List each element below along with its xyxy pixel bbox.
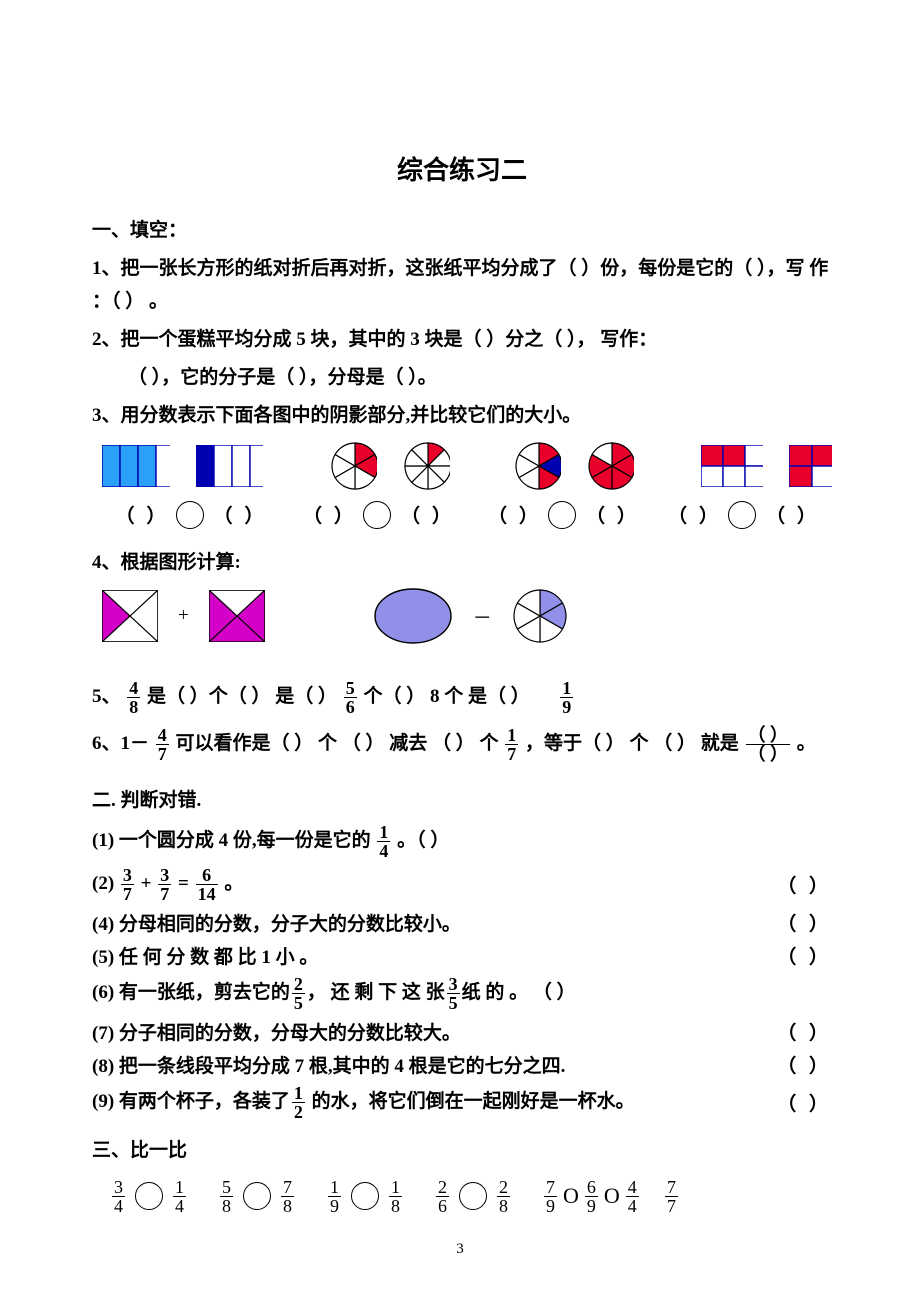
q6: 6、1－ 47 可以看作是（ ） 个 （ ） 减去 （ ） 个 17 ，等于（ …: [92, 726, 832, 763]
q3-grid1: [701, 445, 763, 487]
tf-item: (4) 分母相同的分数，分子大的分数比较小。（ ）: [92, 909, 832, 936]
q3-rect1: [102, 445, 170, 487]
q4-sqA: [102, 590, 158, 642]
q4-sqB: [209, 590, 265, 642]
q6-pre: 6、1－: [92, 733, 149, 754]
rp: ）: [146, 501, 165, 528]
tf-item: (5) 任 何 分 数 都 比 1 小 。（ ）: [92, 942, 832, 969]
tf-item: (2) 37 + 37 = 614 。（ ）: [92, 866, 832, 903]
compare-circle: [176, 501, 204, 529]
tf-item: (8) 把一条线段平均分成 7 根,其中的 4 根是它的七分之四.（ ）: [92, 1051, 832, 1078]
q6-frac1: 47: [156, 726, 169, 763]
rp: ）: [617, 501, 636, 528]
page: 综合练习二 一、填空： 1、把一张长方形的纸对折后再对折，这张纸平均分成了（ ）…: [0, 0, 920, 1215]
q3-pie1: [330, 441, 377, 491]
q1: 1、把一张长方形的纸对折后再对折，这张纸平均分成了（ ）份，每份是它的（ ），写…: [92, 253, 832, 318]
compare-item: 3414: [110, 1178, 188, 1215]
compare-circle: [548, 501, 576, 529]
q2a: 2、把一个蛋糕平均分成 5 块，其中的 3 块是（ ）分之（ ）， 写作：: [92, 324, 832, 356]
q3-pie4: [587, 441, 634, 491]
q5-t2: 个（ ） 8 个 是（ ）: [364, 686, 530, 707]
section2-heading: 二. 判断对错.: [92, 785, 832, 817]
lp: （: [115, 501, 134, 528]
compare-item: 2628: [434, 1178, 512, 1215]
q4: 4、根据图形计算:: [92, 547, 832, 579]
q4-ellipse: [373, 587, 453, 645]
page-title: 综合练习二: [92, 150, 832, 187]
q5-t1: 是（ ）个（ ） 是（ ）: [147, 686, 337, 707]
rp: ）: [245, 501, 264, 528]
page-number: 3: [0, 1241, 920, 1258]
lp: （: [766, 501, 785, 528]
q5-pre: 5、: [92, 686, 121, 707]
q5: 5、 48 是（ ）个（ ） 是（ ） 56 个（ ） 8 个 是（ ） 19: [92, 679, 832, 716]
rp: ）: [334, 501, 353, 528]
q3-pie3: [514, 441, 561, 491]
lp: （: [401, 501, 420, 528]
rp: ）: [797, 501, 816, 528]
minus-op: －: [473, 603, 492, 630]
lp: （: [303, 501, 322, 528]
q3: 3、用分数表示下面各图中的阴影部分,并比较它们的大小。: [92, 400, 832, 432]
lp: （: [586, 501, 605, 528]
compare-tail: 79 O69 O44 77: [542, 1178, 680, 1215]
tf-item: (7) 分子相同的分数，分母大的分数比较大。（ ）: [92, 1018, 832, 1045]
q6-frac2: 17: [505, 726, 518, 763]
q4-pieB: [512, 588, 568, 644]
q6-t2: ，等于（ ） 个 （ ） 就是: [525, 733, 744, 754]
q6-t3: 。: [797, 733, 816, 754]
lp: （: [668, 501, 687, 528]
q3-rect2: [196, 445, 264, 487]
lp: （: [214, 501, 233, 528]
tf-item: (6) 有一张纸，剪去它的25， 还 剩 下 这 张35纸 的 。 （ ）: [92, 975, 832, 1012]
tf-item: (1) 一个圆分成 4 份,每一份是它的 14 。（ ）: [92, 823, 832, 860]
q3-answers: （ ） （ ） （ ） （ ） （ ） （ ） （ ） （ ）: [102, 501, 832, 529]
compare-item: 5878: [218, 1178, 296, 1215]
rp: ）: [519, 501, 538, 528]
compare-circle: [728, 501, 756, 529]
compare-circle: [363, 501, 391, 529]
rp: ）: [699, 501, 718, 528]
section3-heading: 三、比一比: [92, 1135, 832, 1167]
q3-figures: [102, 441, 832, 491]
q6-frac3: （ ）（ ）: [746, 726, 791, 763]
q5-frac2: 56: [344, 679, 357, 716]
compare-item: 1918: [326, 1178, 404, 1215]
compare-row: 3414 5878 1918 2628 79 O69 O44 77: [110, 1178, 832, 1215]
q5-frac3: 19: [560, 679, 573, 716]
plus-op: +: [178, 605, 189, 627]
q5-frac1: 48: [127, 679, 140, 716]
q6-t1: 可以看作是（ ） 个 （ ） 减去 （ ） 个: [176, 733, 499, 754]
section1-heading: 一、填空：: [92, 215, 832, 247]
truefalse-list: (1) 一个圆分成 4 份,每一份是它的 14 。（ ） (2) 37 + 37 …: [92, 823, 832, 1121]
q3-pie2: [403, 441, 450, 491]
rp: ）: [432, 501, 451, 528]
tf-item: (9) 有两个杯子，各装了12 的水，将它们倒在一起刚好是一杯水。（ ）: [92, 1084, 832, 1121]
q2b: （ ），它的分子是（ ），分母是（ ）。: [92, 362, 832, 394]
lp: （: [488, 501, 507, 528]
q3-grid2: [789, 445, 832, 487]
q4-figures: + －: [102, 587, 832, 645]
